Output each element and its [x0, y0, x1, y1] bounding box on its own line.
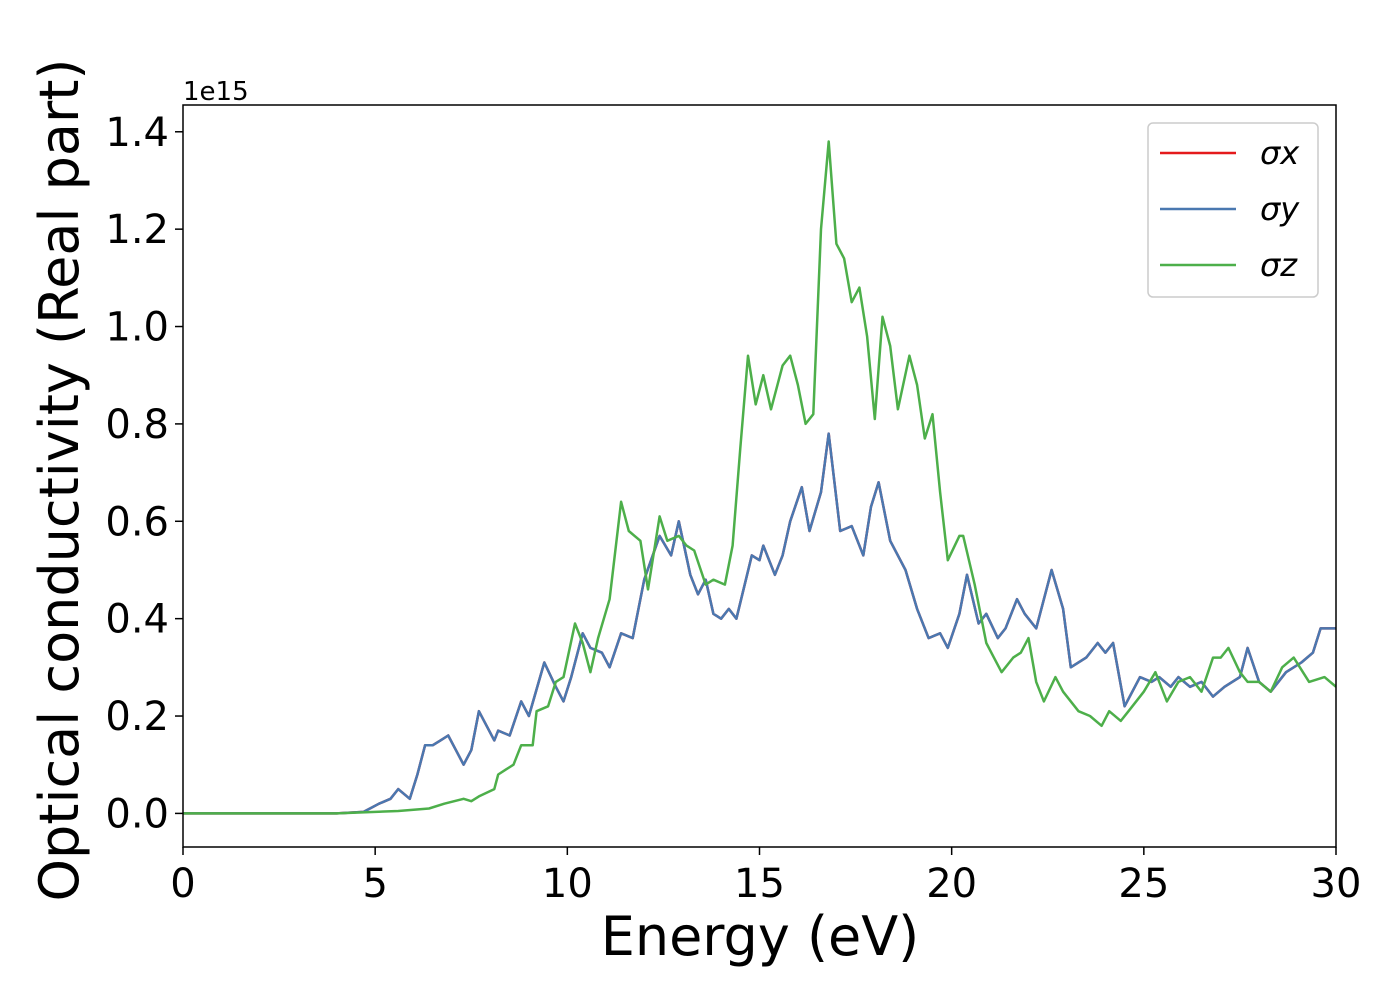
offset-text: 1e15: [183, 77, 249, 107]
series-line: [183, 432, 1336, 815]
x-tick-label: 15: [734, 861, 785, 907]
y-tick-label: 0.0: [105, 791, 169, 837]
y-tick-label: 1.2: [105, 207, 169, 253]
legend-label: σz: [1260, 246, 1298, 284]
x-tick-label: 5: [362, 861, 387, 907]
x-tick-label: 30: [1311, 861, 1362, 907]
y-tick-label: 0.8: [105, 402, 169, 448]
x-tick-label: 10: [542, 861, 593, 907]
y-axis-label: Optical conductivity (Real part): [28, 59, 91, 902]
y-tick-label: 1.0: [105, 305, 169, 351]
legend-label: σy: [1260, 190, 1300, 228]
y-tick-label: 1.4: [105, 110, 169, 156]
y-tick-label: 0.4: [105, 597, 169, 643]
y-tick-label: 0.6: [105, 499, 169, 545]
legend-label: σx: [1260, 134, 1300, 172]
plot-frame: [182, 104, 1337, 848]
x-tick-label: 25: [1118, 861, 1169, 907]
series-line: [183, 140, 1336, 815]
x-axis-label: Energy (eV): [601, 905, 920, 968]
y-tick-label: 0.2: [105, 694, 169, 740]
x-tick-label: 0: [170, 861, 195, 907]
x-tick-label: 20: [926, 861, 977, 907]
